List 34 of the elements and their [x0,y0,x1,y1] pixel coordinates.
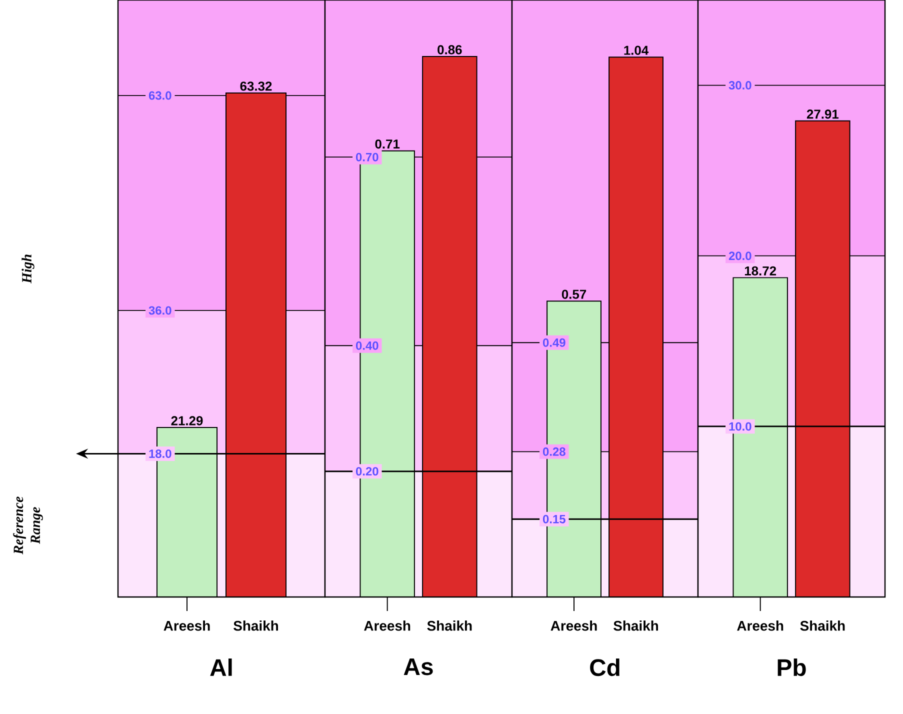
y-tick-label: 0.40 [356,341,378,350]
y-tick-label: 0.20 [356,467,378,476]
x-tick-label: Areesh [737,620,784,631]
data-label: 0.71 [375,139,400,149]
y-tick-label: 0.70 [356,152,378,162]
x-tick-label: Shaikh [234,620,278,631]
y-tick-label: 18.0 [149,449,172,458]
y-tick-label: 10.0 [729,422,752,431]
y-tick-label: 0.49 [542,338,566,347]
data-label: 0.57 [562,290,586,299]
x-tick-label: Areesh [550,620,597,631]
y-tick-label: 63.0 [148,91,172,100]
data-label: 21.29 [171,416,203,426]
y-tick-label: 20.0 [728,252,752,260]
x-tick-label: Areesh [164,620,210,631]
x-tick-label: Shaikh [614,620,658,631]
text: High [22,254,34,284]
x-axis-title: Pb [778,658,806,676]
text: Reference Range [13,496,43,554]
x-axis-title: As [404,658,433,676]
x-tick-label: Shaikh [427,620,472,631]
y-tick-label: 0.28 [542,447,566,456]
y-tick-label: 36.0 [148,306,172,315]
x-tick-label: Areesh [364,620,410,631]
y-tick-label: 0.15 [542,514,566,524]
x-axis-title: Cd [590,658,620,676]
x-tick-label: Shaikh [800,620,845,631]
data-label: 63.32 [240,82,272,91]
data-label: 1.04 [624,46,649,55]
x-axis-title: Al [210,658,232,676]
y-tick-label: 30.0 [728,81,752,90]
data-label: 0.86 [438,45,462,54]
data-label: 27.91 [806,110,839,119]
data-label: 18.72 [744,266,776,276]
